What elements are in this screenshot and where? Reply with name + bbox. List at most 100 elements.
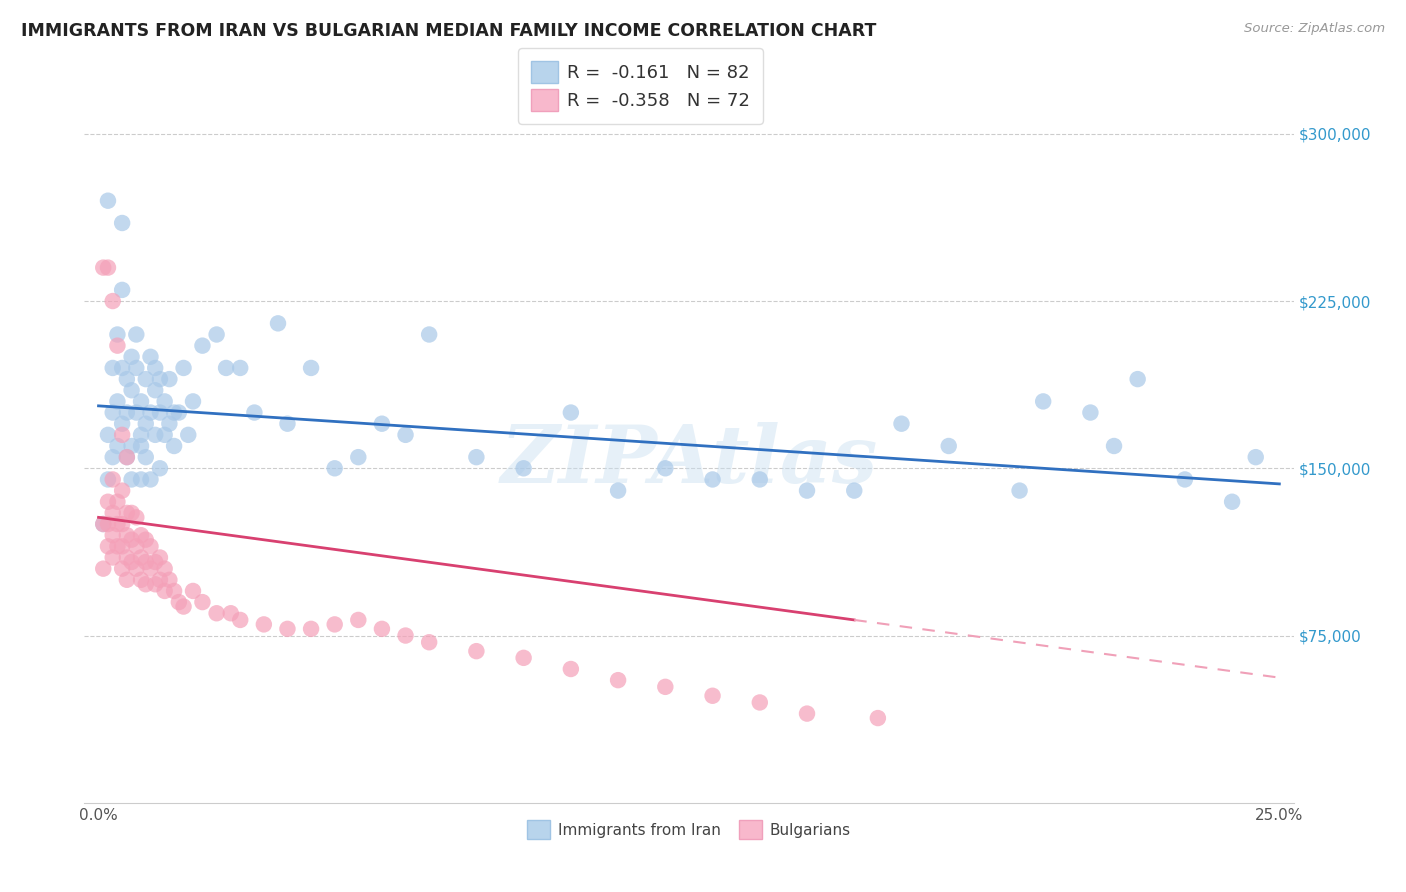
Point (125, 405, 148, 419)
Point (135, 533, 157, 547)
Point (163, 439, 186, 453)
Point (163, 583, 186, 598)
Point (97, 194, 120, 208)
Point (111, 516, 134, 531)
Point (115, 450, 138, 464)
Point (418, 327, 440, 342)
Text: IMMIGRANTS FROM IRAN VS BULGARIAN MEDIAN FAMILY INCOME CORRELATION CHART: IMMIGRANTS FROM IRAN VS BULGARIAN MEDIAN… (21, 22, 876, 40)
Point (143, 555, 166, 569)
Point (173, 599, 195, 614)
Point (115, 573, 138, 587)
Point (512, 651, 534, 665)
Point (129, 394, 152, 409)
Point (107, 394, 129, 409)
Point (135, 372, 157, 386)
Point (243, 405, 266, 419)
Point (512, 461, 534, 475)
Point (129, 528, 152, 542)
Point (796, 483, 818, 498)
Point (560, 662, 582, 676)
Point (115, 405, 138, 419)
Point (111, 562, 134, 576)
Point (167, 405, 190, 419)
Point (111, 539, 134, 553)
Point (97, 260, 120, 275)
Point (229, 360, 252, 375)
Point (465, 644, 488, 658)
Point (91, 516, 114, 531)
Point (702, 472, 724, 486)
Point (844, 483, 866, 498)
Point (153, 583, 176, 598)
Point (111, 216, 134, 230)
Point (115, 550, 138, 565)
Point (163, 405, 186, 419)
Point (157, 372, 180, 386)
Point (121, 506, 143, 520)
Point (115, 506, 138, 520)
Point (135, 577, 157, 591)
Point (125, 510, 148, 524)
Point (121, 472, 143, 486)
Point (157, 573, 180, 587)
Point (107, 539, 129, 553)
Point (101, 550, 124, 565)
Point (91, 562, 114, 576)
Point (177, 427, 200, 442)
Point (1102, 439, 1125, 453)
Point (866, 711, 889, 725)
Point (299, 622, 322, 636)
Point (654, 461, 676, 475)
Point (149, 372, 172, 386)
Point (121, 533, 143, 547)
Point (215, 360, 238, 375)
Point (97, 494, 120, 508)
Point (129, 439, 152, 453)
Point (157, 417, 180, 431)
Point (607, 483, 630, 498)
Point (276, 622, 298, 636)
Legend: Immigrants from Iran, Bulgarians: Immigrants from Iran, Bulgarians (522, 814, 856, 845)
Point (135, 450, 157, 464)
Point (107, 439, 129, 453)
Text: Source: ZipAtlas.com: Source: ZipAtlas.com (1244, 22, 1385, 36)
Point (167, 595, 190, 609)
Point (181, 583, 204, 598)
Point (139, 539, 162, 553)
Point (149, 550, 172, 565)
Point (135, 417, 157, 431)
Point (125, 327, 148, 342)
Point (107, 494, 129, 508)
Point (129, 550, 152, 565)
Point (1126, 372, 1149, 386)
Point (219, 607, 242, 621)
Point (111, 283, 134, 297)
Point (125, 539, 148, 553)
Point (1244, 450, 1267, 464)
Point (347, 450, 370, 464)
Point (121, 383, 143, 397)
Point (560, 405, 582, 419)
Point (101, 293, 124, 308)
Point (143, 383, 166, 397)
Point (101, 360, 124, 375)
Point (125, 360, 148, 375)
Point (139, 405, 162, 419)
Point (143, 360, 166, 375)
Point (111, 483, 134, 498)
Point (125, 562, 148, 576)
Point (111, 417, 134, 431)
Point (748, 696, 770, 710)
Point (121, 555, 143, 569)
Point (149, 405, 172, 419)
Point (394, 628, 416, 642)
Point (91, 516, 114, 531)
Point (143, 427, 166, 442)
Point (115, 450, 138, 464)
Point (91, 260, 114, 275)
Point (101, 405, 124, 419)
Point (418, 635, 440, 649)
Point (97, 427, 120, 442)
Point (181, 394, 204, 409)
Point (153, 394, 176, 409)
